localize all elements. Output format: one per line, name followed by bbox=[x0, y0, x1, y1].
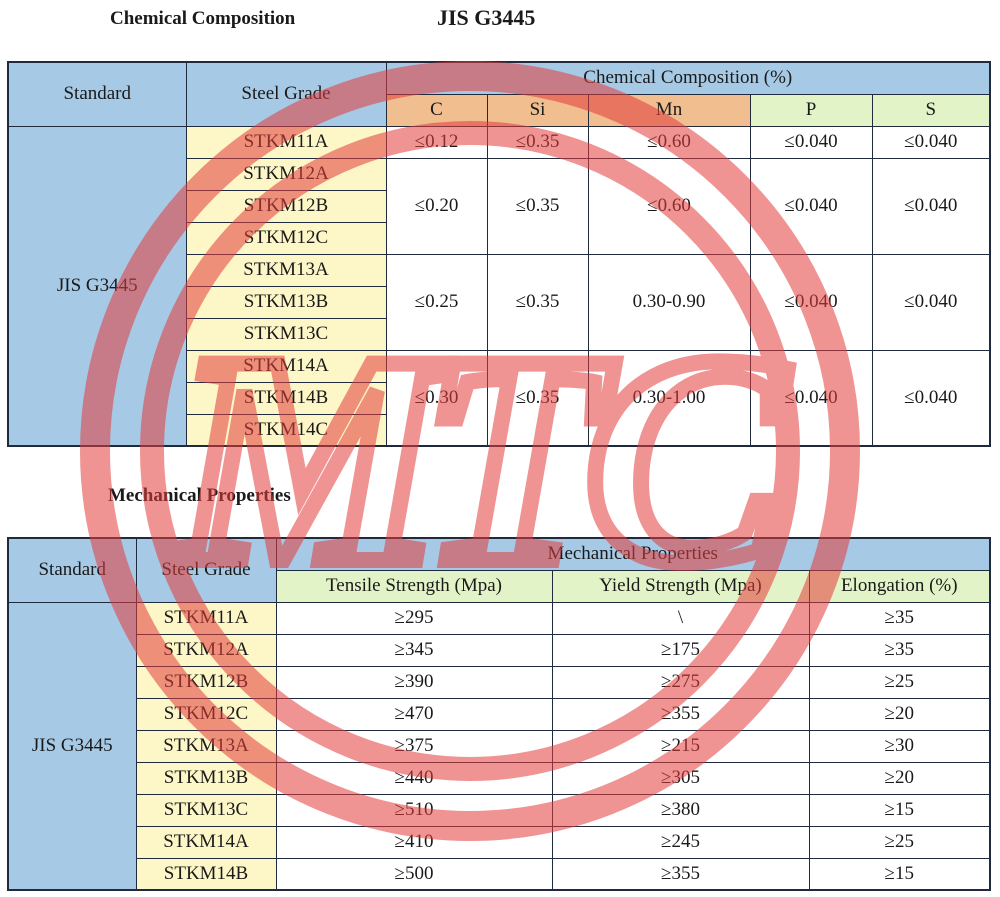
grade-cell: STKM13A bbox=[185, 253, 387, 287]
tensile-cell: ≥410 bbox=[275, 825, 553, 859]
grade-cell: STKM13C bbox=[185, 317, 387, 351]
hdr-steel-grade: Steel Grade bbox=[185, 61, 387, 127]
grade-cell: STKM11A bbox=[135, 601, 277, 635]
grade-cell: STKM12C bbox=[135, 697, 277, 731]
value-cell: ≤0.25 bbox=[385, 253, 488, 351]
value-cell: ≤0.040 bbox=[871, 125, 991, 159]
grade-cell: STKM13B bbox=[135, 761, 277, 795]
grade-cell: STKM13C bbox=[135, 793, 277, 827]
elongation-cell: ≥15 bbox=[808, 857, 991, 891]
chemical-composition-table: Standard Steel Grade Chemical Compositio… bbox=[7, 61, 992, 447]
yield-cell: \ bbox=[551, 601, 810, 635]
tensile-cell: ≥390 bbox=[275, 665, 553, 699]
standard-title: JIS G3445 bbox=[437, 5, 536, 30]
tensile-cell: ≥510 bbox=[275, 793, 553, 827]
hdr-tensile-strength: Tensile Strength (Mpa) bbox=[275, 569, 553, 603]
grade-cell: STKM12C bbox=[185, 221, 387, 255]
hdr-element: Si bbox=[486, 93, 589, 127]
grade-cell: STKM12A bbox=[135, 633, 277, 667]
tensile-cell: ≥295 bbox=[275, 601, 553, 635]
value-cell: 0.30-0.90 bbox=[587, 253, 751, 351]
yield-cell: ≥305 bbox=[551, 761, 810, 795]
grade-cell: STKM14B bbox=[185, 381, 387, 415]
grade-cell: STKM12B bbox=[135, 665, 277, 699]
hdr-element: C bbox=[385, 93, 488, 127]
value-cell: ≤0.040 bbox=[749, 125, 873, 159]
tensile-cell: ≥440 bbox=[275, 761, 553, 795]
elongation-cell: ≥20 bbox=[808, 761, 991, 795]
value-cell: ≤0.040 bbox=[749, 253, 873, 351]
hdr-element: Mn bbox=[587, 93, 751, 127]
grade-cell: STKM14B bbox=[135, 857, 277, 891]
chem-heading: Chemical Composition bbox=[110, 8, 296, 29]
tensile-cell: ≥470 bbox=[275, 697, 553, 731]
grade-cell: STKM13B bbox=[185, 285, 387, 319]
elongation-cell: ≥25 bbox=[808, 825, 991, 859]
grade-cell: STKM14A bbox=[185, 349, 387, 383]
tensile-cell: ≥500 bbox=[275, 857, 553, 891]
grade-cell: STKM12B bbox=[185, 189, 387, 223]
elongation-cell: ≥35 bbox=[808, 601, 991, 635]
mech-heading: Mechanical Properties bbox=[108, 485, 291, 506]
elongation-cell: ≥15 bbox=[808, 793, 991, 827]
value-cell: ≤0.35 bbox=[486, 349, 589, 447]
grade-cell: STKM11A bbox=[185, 125, 387, 159]
elongation-cell: ≥35 bbox=[808, 633, 991, 667]
yield-cell: ≥215 bbox=[551, 729, 810, 763]
yield-cell: ≥175 bbox=[551, 633, 810, 667]
yield-cell: ≥355 bbox=[551, 857, 810, 891]
elongation-cell: ≥30 bbox=[808, 729, 991, 763]
value-cell: ≤0.040 bbox=[871, 157, 991, 255]
yield-cell: ≥380 bbox=[551, 793, 810, 827]
hdr-mechanical-properties: Mechanical Properties bbox=[275, 537, 991, 571]
value-cell: ≤0.12 bbox=[385, 125, 488, 159]
value-cell: ≤0.040 bbox=[871, 253, 991, 351]
value-cell: ≤0.35 bbox=[486, 125, 589, 159]
grade-cell: STKM13A bbox=[135, 729, 277, 763]
value-cell: ≤0.040 bbox=[749, 157, 873, 255]
hdr-elongation: Elongation (%) bbox=[808, 569, 991, 603]
value-cell: ≤0.60 bbox=[587, 157, 751, 255]
grade-cell: STKM14C bbox=[185, 413, 387, 447]
hdr-standard: Standard bbox=[7, 537, 137, 603]
tensile-cell: ≥345 bbox=[275, 633, 553, 667]
hdr-steel-grade: Steel Grade bbox=[135, 537, 277, 603]
value-cell: ≤0.35 bbox=[486, 253, 589, 351]
yield-cell: ≥355 bbox=[551, 697, 810, 731]
tensile-cell: ≥375 bbox=[275, 729, 553, 763]
yield-cell: ≥275 bbox=[551, 665, 810, 699]
standard-cell: JIS G3445 bbox=[7, 601, 137, 891]
grade-cell: STKM12A bbox=[185, 157, 387, 191]
standard-cell: JIS G3445 bbox=[7, 125, 187, 447]
elongation-cell: ≥25 bbox=[808, 665, 991, 699]
hdr-chemical-composition: Chemical Composition (%) bbox=[385, 61, 991, 95]
value-cell: ≤0.20 bbox=[385, 157, 488, 255]
value-cell: ≤0.040 bbox=[749, 349, 873, 447]
hdr-element: S bbox=[871, 93, 991, 127]
hdr-yield-strength: Yield Strength (Mpa) bbox=[551, 569, 810, 603]
value-cell: 0.30-1.00 bbox=[587, 349, 751, 447]
value-cell: ≤0.35 bbox=[486, 157, 589, 255]
value-cell: ≤0.30 bbox=[385, 349, 488, 447]
elongation-cell: ≥20 bbox=[808, 697, 991, 731]
hdr-element: P bbox=[749, 93, 873, 127]
value-cell: ≤0.60 bbox=[587, 125, 751, 159]
grade-cell: STKM14A bbox=[135, 825, 277, 859]
mechanical-properties-table: Standard Steel Grade Mechanical Properti… bbox=[7, 537, 992, 891]
hdr-standard: Standard bbox=[7, 61, 187, 127]
yield-cell: ≥245 bbox=[551, 825, 810, 859]
value-cell: ≤0.040 bbox=[871, 349, 991, 447]
